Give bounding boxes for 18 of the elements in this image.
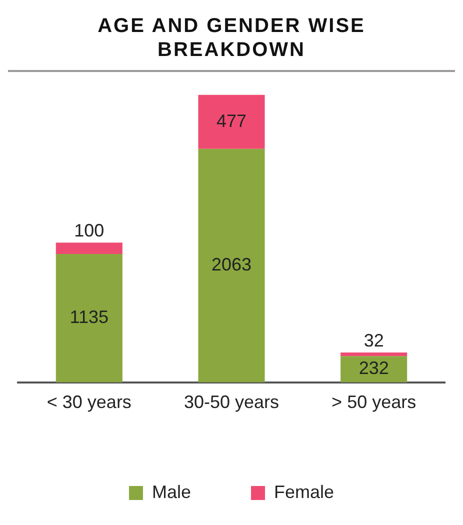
bar [198, 94, 265, 149]
legend-label: Male [152, 482, 191, 502]
data-label: 477 [216, 110, 247, 131]
chart-title: AGE AND GENDER WISE BREAKDOWN [8, 8, 455, 72]
bar [56, 242, 122, 254]
bar [56, 254, 122, 382]
x-tick-label: < 30 years [46, 392, 132, 412]
legend-label: Female [274, 482, 334, 502]
x-tick-label: 30-50 years [184, 392, 280, 412]
bar [340, 352, 408, 356]
bar [198, 148, 265, 382]
data-label: 32 [364, 330, 384, 350]
data-label: 100 [74, 220, 104, 241]
x-tick-label: > 50 years [332, 392, 416, 412]
data-label: 2063 [211, 254, 252, 275]
data-label: 1135 [70, 307, 109, 328]
data-label: 232 [358, 358, 389, 378]
bar [340, 356, 408, 382]
